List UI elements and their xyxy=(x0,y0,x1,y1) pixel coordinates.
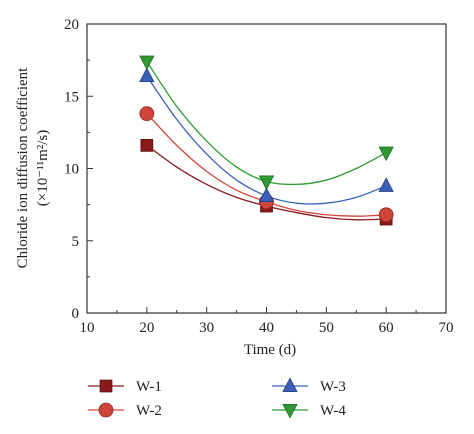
legend-label-w-2: W-2 xyxy=(136,403,162,419)
x-axis-title: Time (d) xyxy=(244,342,296,358)
data-point-w-4 xyxy=(258,175,275,191)
y-tick-label: 20 xyxy=(64,17,79,33)
series-line-w-4 xyxy=(146,61,387,186)
x-tick-label: 70 xyxy=(439,320,454,336)
plot-frame xyxy=(86,23,447,314)
x-tick-label: 20 xyxy=(139,320,154,336)
x-tick-label: 40 xyxy=(259,320,274,336)
y-axis-title-line2: (×10⁻¹¹m²/s) xyxy=(35,130,51,207)
x-tick-label: 60 xyxy=(379,320,394,336)
data-point-w-3 xyxy=(139,67,155,83)
y-axis-title-line1: Chloride ion diffusion coefficient xyxy=(15,67,31,268)
legend-marker-w-1 xyxy=(99,379,113,393)
axes: 10 20 30 40 50 60 70 0 5 10 15 20 xyxy=(64,17,454,336)
x-tick-label: 10 xyxy=(80,320,95,336)
data-point-w-4 xyxy=(139,55,155,71)
x-tick-label: 50 xyxy=(319,320,334,336)
data-point-w-4 xyxy=(378,146,394,162)
data-point-w-2 xyxy=(139,106,155,121)
x-tick-label: 30 xyxy=(199,320,214,336)
data-point-w-3 xyxy=(378,177,394,192)
legend-marker-w-4 xyxy=(282,403,298,419)
legend: W-1 W-2 W-3 W-4 xyxy=(88,377,346,419)
legend-label-w-3: W-3 xyxy=(320,379,346,395)
legend-label-w-4: W-4 xyxy=(320,403,346,419)
y-tick-label: 0 xyxy=(72,306,80,322)
data-point-w-1 xyxy=(140,139,154,152)
y-tick-label: 10 xyxy=(64,162,79,178)
markers xyxy=(139,55,394,226)
data-point-w-3 xyxy=(258,187,275,202)
y-axis-title: Chloride ion diffusion coefficient (×10⁻… xyxy=(15,67,51,268)
legend-marker-w-3 xyxy=(282,377,298,393)
y-tick-label: 15 xyxy=(64,89,79,105)
legend-label-w-1: W-1 xyxy=(136,379,162,395)
data-point-w-2 xyxy=(378,207,394,223)
legend-marker-w-2 xyxy=(98,402,114,418)
y-tick-label: 5 xyxy=(72,234,80,250)
